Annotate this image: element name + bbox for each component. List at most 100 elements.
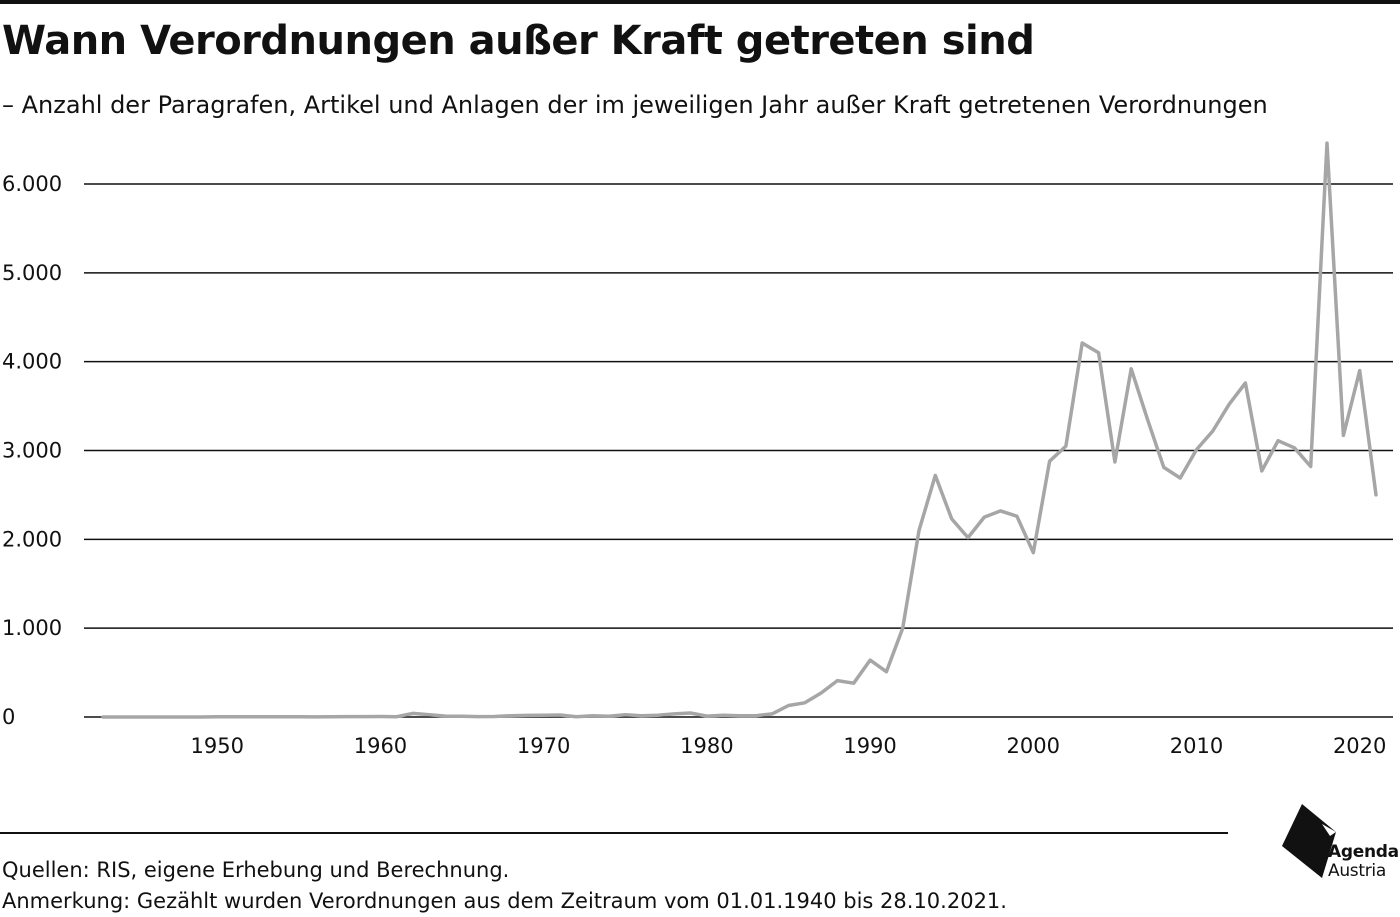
data-point	[1195, 449, 1198, 451]
data-point	[657, 714, 659, 716]
y-tick-label: 4.000	[2, 350, 62, 374]
data-point	[396, 716, 398, 718]
data-point	[592, 715, 594, 717]
x-tick-label: 2010	[1170, 734, 1223, 758]
data-point	[494, 715, 496, 718]
data-point	[347, 715, 349, 718]
x-tick-label: 1980	[680, 734, 733, 758]
data-point	[1163, 466, 1165, 468]
data-point	[722, 714, 724, 716]
data-point	[1244, 382, 1247, 384]
data-point	[624, 714, 626, 716]
data-point	[543, 714, 545, 716]
data-point	[1310, 465, 1312, 468]
chart-title: Wann Verordnungen außer Kraft getreten s…	[2, 18, 1035, 64]
data-point	[559, 714, 561, 716]
data-point	[1261, 470, 1263, 472]
data-point	[265, 716, 267, 718]
data-point	[738, 715, 741, 717]
data-point	[1065, 445, 1067, 447]
data-point	[379, 715, 382, 718]
data-point	[1277, 440, 1279, 442]
data-point	[967, 536, 969, 539]
data-point	[902, 627, 904, 629]
line-chart: 0 1.000 2.000 3.000 4.000 5.000 6.000 1950 1960 1…	[2, 141, 1393, 758]
data-point	[1114, 461, 1116, 463]
y-tick-label: 2.000	[2, 527, 62, 551]
y-tick-label: 3.000	[2, 439, 62, 463]
data-point	[804, 702, 806, 704]
footer-rule	[0, 832, 1228, 834]
data-point	[575, 716, 577, 718]
data-point	[787, 704, 790, 707]
data-point	[1179, 477, 1181, 479]
data-point	[1130, 368, 1132, 370]
data-point	[461, 715, 463, 717]
data-point	[118, 716, 120, 718]
data-point	[1016, 515, 1018, 517]
series-line	[101, 141, 1378, 719]
data-point	[1326, 142, 1328, 144]
x-tick-label: 1950	[191, 734, 244, 758]
data-point	[836, 679, 839, 682]
data-point	[102, 716, 104, 718]
y-tick-label: 5.000	[2, 261, 62, 285]
data-point	[983, 516, 985, 518]
data-point	[853, 682, 855, 684]
data-point	[1342, 434, 1344, 436]
x-tick-label: 1960	[354, 734, 407, 758]
methodology-note: Anmerkung: Gezählt wurden Verordnungen a…	[2, 889, 1007, 913]
data-point	[135, 716, 137, 718]
data-point	[771, 713, 773, 715]
footer: Quellen: RIS, eigene Erhebung und Berech…	[2, 855, 1007, 917]
data-point	[314, 716, 316, 718]
chart-subtitle: – Anzahl der Paragrafen, Artikel und Anl…	[2, 91, 1268, 119]
data-point	[869, 659, 871, 661]
data-point	[298, 716, 300, 718]
data-point	[1032, 552, 1034, 554]
data-point	[1146, 418, 1149, 421]
data-point	[216, 716, 218, 718]
data-point	[755, 715, 757, 717]
data-point	[200, 716, 202, 718]
data-point	[428, 714, 431, 716]
x-tick-label: 2020	[1333, 734, 1386, 758]
data-point	[608, 715, 610, 717]
logo-subname: Austria	[1328, 861, 1386, 881]
sources-note: Quellen: RIS, eigene Erhebung und Berech…	[2, 858, 510, 882]
data-point	[151, 716, 153, 718]
data-point	[526, 714, 528, 717]
data-point	[184, 716, 186, 718]
x-tick-label: 1970	[517, 734, 570, 758]
data-point	[918, 529, 920, 532]
data-point	[1000, 510, 1002, 512]
data-point	[445, 715, 447, 717]
data-point	[673, 713, 675, 715]
data-point	[1228, 403, 1230, 405]
data-point	[1293, 447, 1295, 449]
data-point	[1359, 369, 1361, 372]
data-point	[510, 715, 512, 717]
data-point	[934, 474, 936, 476]
data-point	[412, 712, 414, 715]
data-point	[281, 716, 284, 718]
data-point	[885, 671, 887, 673]
data-point	[232, 716, 235, 718]
data-point	[363, 716, 365, 718]
data-point	[249, 716, 251, 718]
data-point	[1375, 494, 1377, 496]
data-point	[477, 715, 479, 718]
data-point	[689, 712, 692, 714]
data-point	[1048, 460, 1051, 462]
data-point	[640, 715, 643, 717]
logo-name: Agenda	[1328, 842, 1399, 862]
top-rule	[0, 0, 1400, 4]
data-point	[330, 716, 333, 718]
x-tick-label: 1990	[843, 734, 896, 758]
y-tick-label: 0	[2, 705, 15, 729]
data-point	[1081, 342, 1083, 344]
data-point	[820, 692, 822, 694]
data-point	[167, 716, 169, 718]
agenda-austria-logo: Agenda Austria	[1278, 802, 1400, 884]
data-point	[951, 518, 953, 520]
